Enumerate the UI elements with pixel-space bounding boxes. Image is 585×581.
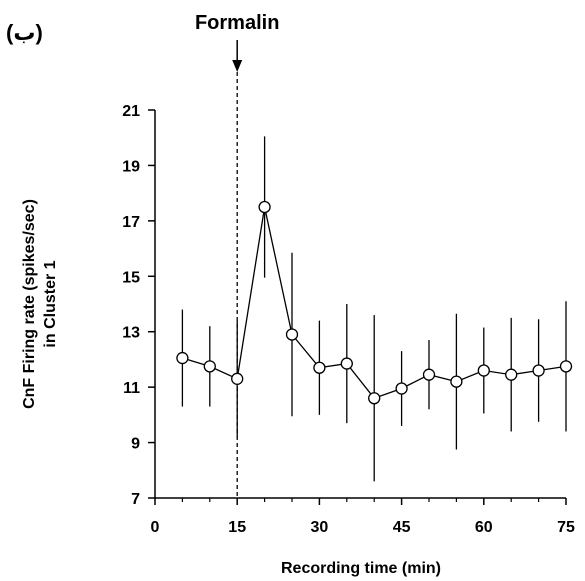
x-tick-label: 0 — [151, 519, 160, 536]
data-point — [450, 375, 463, 388]
data-point — [395, 382, 408, 395]
x-tick-label: 30 — [311, 519, 329, 536]
y-tick-label: 9 — [131, 436, 140, 453]
error-bars — [181, 136, 567, 482]
data-point — [203, 360, 216, 373]
data-point — [258, 200, 271, 214]
x-axis-title: Recording time (min) — [281, 560, 441, 577]
data-point — [285, 328, 299, 341]
y-tick-label: 11 — [123, 380, 140, 397]
x-tick-label: 60 — [475, 519, 493, 536]
data-point — [313, 361, 326, 374]
y-tick-label: 13 — [122, 325, 140, 342]
data-point — [532, 364, 545, 377]
data-point — [368, 392, 381, 405]
data-point — [340, 357, 353, 370]
y-tick-label: 17 — [122, 214, 140, 231]
x-ticks: 0 15 30 45 60 75 — [151, 498, 575, 536]
x-tick-label: 75 — [557, 519, 575, 536]
y-tick-label: 19 — [122, 158, 140, 175]
data-point — [505, 368, 518, 381]
data-points — [176, 200, 573, 405]
data-point — [231, 372, 244, 385]
annotations: Formalin — [195, 12, 279, 498]
x-tick-label: 15 — [228, 519, 246, 536]
x-tick-label: 45 — [393, 519, 411, 536]
y-axis-title-line-2: in Cluster 1 — [42, 260, 59, 347]
data-point — [477, 364, 490, 377]
y-tick-label: 15 — [122, 269, 140, 286]
data-point — [559, 360, 573, 373]
formalin-arrow-head — [232, 60, 243, 72]
y-ticks: 7 9 11 13 15 17 19 21 — [122, 103, 155, 508]
data-point — [176, 351, 189, 365]
y-axis-title-line-1: CnF Firing rate (spikes/sec) — [21, 199, 38, 409]
y-tick-label: 7 — [131, 491, 140, 508]
data-point — [422, 368, 436, 381]
y-tick-label: 21 — [122, 103, 140, 120]
panel-label: (ب) — [6, 20, 43, 45]
formalin-label: Formalin — [195, 12, 279, 34]
